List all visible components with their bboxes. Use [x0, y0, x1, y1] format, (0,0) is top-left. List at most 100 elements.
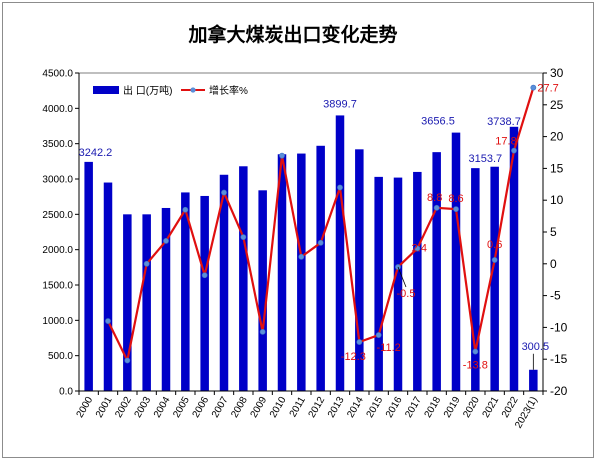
bar-2019: [451, 132, 461, 391]
x-tick-label: 2000: [75, 395, 96, 420]
left-tick-label: 2500.0: [42, 210, 73, 221]
rate-point-2017: [414, 245, 421, 252]
x-tick-label: 2019: [442, 395, 463, 420]
rate-point-2002: [124, 357, 131, 364]
x-tick-label: 2012: [307, 395, 328, 420]
left-tick-label: 1500.0: [42, 281, 73, 292]
right-tick-label: 30: [550, 66, 564, 80]
chart-title: 加拿大煤炭出口变化走势: [187, 23, 397, 46]
x-tick-label: 2021: [481, 395, 502, 420]
right-tick-label: -20: [550, 384, 568, 398]
legend: 出 口(万吨) 增长率%: [93, 84, 248, 97]
bar-2015: [374, 176, 383, 391]
bar-2004: [161, 207, 171, 391]
bar-2011: [297, 153, 306, 391]
bar-2012: [316, 145, 325, 391]
legend-bar-label: 出 口(万吨): [123, 84, 172, 97]
legend-line-label: 增长率%: [209, 84, 248, 97]
bar-2017: [413, 171, 422, 391]
x-tick-label: 2004: [152, 395, 173, 420]
bar-data-label: 3899.7: [323, 98, 357, 110]
rate-point-2020: [472, 348, 479, 355]
data-labels: 3242.2 3899.7 3656.5 3153.7 3738.7 300.5 -12.3…: [79, 83, 559, 372]
bar-data-label: 300.5: [522, 341, 550, 353]
rate-point-2012: [317, 239, 324, 246]
rate-point-2019: [453, 206, 459, 213]
bar-2023(1): [529, 369, 538, 391]
bar-2001: [103, 182, 113, 391]
x-tick-label: 2011: [288, 395, 308, 420]
x-tick-label: 2020: [461, 395, 482, 420]
right-tick-label: -15: [550, 352, 568, 366]
x-tick-label: 2016: [384, 395, 405, 420]
rate-point-2015: [375, 332, 382, 338]
rate-point-2005: [182, 206, 189, 213]
rate-point-2014: [356, 339, 363, 345]
rate-point-2003: [143, 260, 150, 267]
rate-point-2007: [221, 189, 227, 196]
rate-data-label: 0.6: [487, 239, 502, 251]
bar-data-label: 3738.7: [487, 116, 521, 128]
x-tick-label: 2017: [403, 395, 424, 420]
rate-point-2010: [279, 152, 285, 159]
bar-2020: [471, 168, 480, 391]
x-tick-label: 2001: [94, 395, 115, 420]
right-tick-label: 15: [550, 161, 564, 175]
rate-label-leader: [397, 266, 407, 288]
x-tick-label: 2014: [345, 395, 366, 420]
left-axis: 0.0 500.0 1000.0 1500.0 2000.0 2500.0 3000.0 35…: [42, 69, 80, 398]
bar-2022: [509, 126, 519, 392]
rate-data-label: 8.6: [448, 193, 463, 205]
rate-point-2008: [240, 234, 247, 240]
bar-2010: [277, 154, 287, 391]
left-tick-label: 3500.0: [42, 139, 73, 150]
bar-series: [84, 115, 538, 392]
x-axis: 2000200120022003200420052006200720082009…: [75, 390, 544, 430]
bar-2016: [393, 177, 403, 391]
x-tick-label: 2007: [210, 395, 231, 420]
rate-point-2004: [163, 238, 169, 244]
bar-2013: [335, 115, 345, 391]
bar-2009: [258, 190, 267, 391]
right-tick-label: 5: [550, 225, 557, 239]
x-tick-label: 2006: [191, 395, 212, 420]
bar-data-label: 3242.2: [79, 147, 113, 159]
bar-2007: [219, 174, 229, 391]
x-tick-label: 2010: [268, 395, 289, 420]
bar-2005: [181, 192, 190, 391]
rate-data-label: -0.5: [397, 288, 416, 300]
rate-data-label: -13.8: [463, 360, 488, 372]
rate-point-2009: [259, 328, 266, 335]
bar-2008: [239, 166, 248, 391]
left-tick-label: 2000.0: [42, 245, 73, 256]
left-tick-label: 0.0: [59, 387, 73, 398]
rate-point-2006: [201, 272, 208, 279]
rate-data-label: 27.7: [537, 83, 558, 95]
rate-point-2022: [511, 147, 517, 154]
x-tick-label: 2008: [229, 395, 250, 420]
bar-2014: [355, 149, 364, 391]
left-tick-label: 500.0: [48, 351, 73, 362]
rate-point-2011: [298, 253, 305, 260]
rate-series: [105, 84, 537, 364]
right-tick-label: -10: [550, 320, 568, 334]
x-tick-label: 2002: [113, 395, 134, 420]
rate-point-2013: [337, 184, 343, 191]
legend-bar-swatch: [93, 86, 119, 94]
rate-point-2018: [433, 204, 440, 211]
x-tick-label: 2013: [326, 395, 347, 420]
x-tick-label: 2018: [423, 395, 444, 420]
x-tick-label: 2003: [133, 395, 154, 420]
bar-2021: [490, 166, 499, 391]
right-tick-label: 10: [550, 193, 564, 207]
right-tick-label: 20: [550, 130, 564, 144]
rate-point-2001: [105, 318, 111, 324]
bar-2000: [84, 161, 93, 391]
bar-2003: [142, 214, 151, 391]
bar-2002: [123, 214, 132, 391]
left-tick-label: 3000.0: [42, 175, 73, 186]
bar-2006: [200, 195, 209, 391]
right-tick-label: -5: [550, 289, 561, 303]
left-tick-label: 4000.0: [42, 104, 73, 115]
